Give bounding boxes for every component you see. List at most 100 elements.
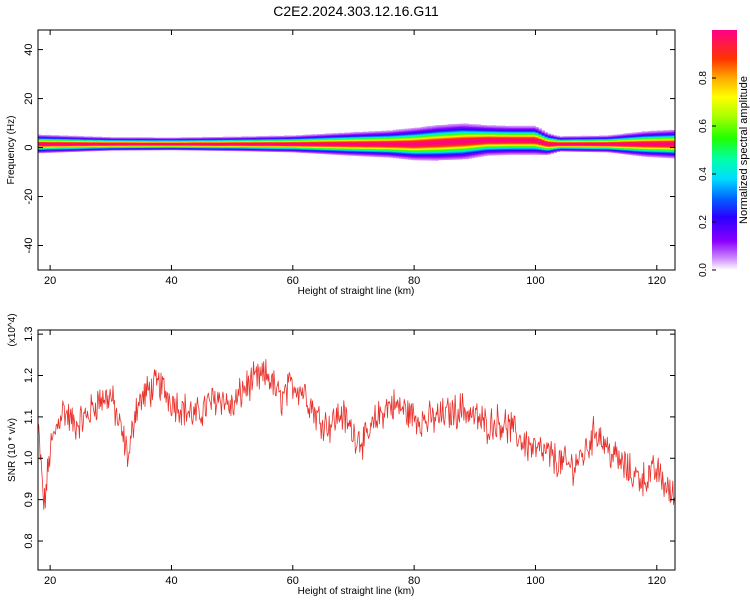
heatmap-cell bbox=[53, 145, 57, 147]
heatmap-cell bbox=[405, 154, 409, 156]
heatmap-cell bbox=[456, 136, 460, 138]
heatmap-cell bbox=[477, 130, 482, 132]
heatmap-cell bbox=[438, 139, 442, 141]
heatmap-cell bbox=[462, 143, 466, 145]
heatmap-cell bbox=[462, 142, 466, 144]
heatmap-cell bbox=[162, 140, 166, 142]
heatmap-cell bbox=[459, 140, 463, 142]
heatmap-cell bbox=[271, 138, 275, 140]
heatmap-cell bbox=[444, 129, 448, 131]
heatmap-cell bbox=[320, 144, 324, 146]
heatmap-cell bbox=[362, 131, 366, 133]
heatmap-cell bbox=[326, 148, 330, 150]
heatmap-cell bbox=[122, 144, 127, 146]
heatmap-cell bbox=[417, 152, 421, 154]
heatmap-cell bbox=[405, 132, 409, 134]
heatmap-cell bbox=[353, 153, 357, 155]
heatmap-cell bbox=[53, 150, 57, 152]
heatmap-cell bbox=[411, 157, 415, 159]
heatmap-cell bbox=[489, 133, 494, 135]
heatmap-cell bbox=[408, 130, 412, 132]
heatmap-cell bbox=[223, 139, 227, 140]
heatmap-cell bbox=[411, 146, 415, 148]
heatmap-cell bbox=[398, 129, 403, 131]
heatmap-cell bbox=[268, 149, 272, 151]
heatmap-cell bbox=[477, 156, 482, 158]
heatmap-cell bbox=[371, 151, 375, 152]
heatmap-cell bbox=[65, 146, 69, 148]
heatmap-cell bbox=[435, 134, 439, 136]
heatmap-cell bbox=[456, 128, 460, 130]
heatmap-cell bbox=[447, 143, 451, 145]
heatmap-cell bbox=[113, 144, 118, 146]
heatmap-cell bbox=[471, 135, 476, 137]
heatmap-cell bbox=[356, 149, 360, 150]
heatmap-cell bbox=[395, 145, 400, 147]
heatmap-cell bbox=[235, 149, 239, 151]
heatmap-cell bbox=[80, 148, 84, 150]
heatmap-cell bbox=[132, 142, 136, 144]
heatmap-cell bbox=[186, 142, 190, 144]
heatmap-cell bbox=[41, 136, 45, 138]
heatmap-cell bbox=[289, 137, 294, 139]
heatmap-cell bbox=[441, 131, 445, 132]
heatmap-cell bbox=[362, 132, 366, 134]
heatmap-cell bbox=[389, 136, 394, 138]
heatmap-cell bbox=[347, 139, 351, 141]
heatmap-cell bbox=[417, 159, 421, 161]
heatmap-cell bbox=[486, 127, 491, 129]
heatmap-cell bbox=[486, 146, 491, 148]
heatmap-cell bbox=[65, 147, 69, 149]
heatmap-cell bbox=[493, 143, 497, 145]
heatmap-cell bbox=[201, 146, 206, 148]
heatmap-cell bbox=[374, 153, 379, 154]
heatmap-cell bbox=[256, 145, 260, 147]
heatmap-cell bbox=[493, 144, 497, 146]
heatmap-cell bbox=[268, 150, 272, 152]
heatmap-cell bbox=[371, 146, 375, 148]
heatmap-cell bbox=[462, 153, 466, 155]
heatmap-cell bbox=[265, 147, 269, 149]
heatmap-cell bbox=[195, 139, 200, 141]
heatmap-cell bbox=[250, 147, 254, 149]
heatmap-cell bbox=[459, 129, 463, 131]
heatmap-cell bbox=[441, 140, 445, 142]
heatmap-cell bbox=[271, 141, 275, 143]
heatmap-cell bbox=[147, 144, 151, 146]
heatmap-cell bbox=[459, 156, 463, 158]
heatmap-cell bbox=[483, 154, 488, 156]
heatmap-cell bbox=[77, 136, 81, 138]
heatmap-cell bbox=[462, 139, 466, 141]
heatmap-cell bbox=[374, 154, 379, 156]
heatmap-cell bbox=[380, 138, 385, 140]
heatmap-cell bbox=[429, 131, 433, 133]
heatmap-cell bbox=[496, 149, 500, 151]
heatmap-cell bbox=[241, 143, 245, 144]
heatmap-cell bbox=[125, 144, 130, 145]
heatmap-cell bbox=[56, 151, 60, 153]
heatmap-cell bbox=[398, 156, 403, 157]
heatmap-cell bbox=[456, 158, 460, 160]
heatmap-cell bbox=[432, 132, 436, 134]
heatmap-cell bbox=[283, 145, 288, 147]
heatmap-cell bbox=[298, 145, 303, 147]
heatmap-cell bbox=[332, 145, 336, 147]
heatmap-cell bbox=[323, 141, 327, 142]
heatmap-cell bbox=[447, 154, 451, 156]
heatmap-cell bbox=[235, 136, 239, 138]
heatmap-cell bbox=[159, 143, 163, 145]
heatmap-cell bbox=[456, 138, 460, 140]
heatmap-cell bbox=[489, 129, 494, 131]
heatmap-cell bbox=[389, 151, 394, 153]
heatmap-cell bbox=[392, 156, 397, 157]
heatmap-cell bbox=[368, 132, 372, 134]
heatmap-cell bbox=[304, 135, 309, 137]
heatmap-cell bbox=[286, 136, 291, 137]
heatmap-cell bbox=[350, 144, 354, 146]
heatmap-cell bbox=[338, 148, 342, 149]
heatmap-cell bbox=[471, 157, 476, 159]
heatmap-cell bbox=[350, 140, 354, 142]
heatmap-cell bbox=[295, 148, 300, 149]
heatmap-cell bbox=[132, 147, 136, 148]
heatmap-cell bbox=[138, 141, 142, 143]
